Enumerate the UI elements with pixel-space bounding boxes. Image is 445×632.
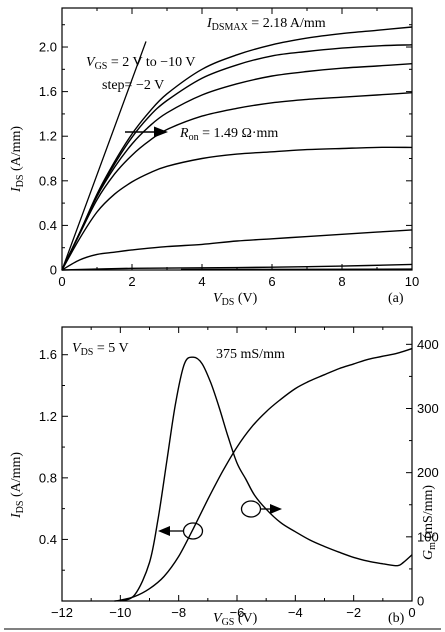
ids-transfer-curve <box>114 347 413 602</box>
y2-tick-label: 100 <box>417 529 439 544</box>
ron-annotation: Ron = 1.49 Ω·mm <box>179 126 278 143</box>
gm-curve <box>120 356 413 602</box>
y-tick-label: 1.2 <box>39 129 57 144</box>
panel-a-output-characteristics: 0 2 4 6 8 10 0 0.4 0.8 1.2 1.6 2.0 IDSMAX = 2.18 A… <box>9 7 419 308</box>
panel-b-y-axis-label: IDS (A/mm) <box>9 452 26 519</box>
y2-tick-label: 200 <box>417 465 439 480</box>
ron-arrow <box>125 126 168 138</box>
x-tick-label: 6 <box>268 274 275 289</box>
y-tick-label: 0.4 <box>39 218 57 233</box>
x-tick-label: 8 <box>338 274 345 289</box>
panel-b-curves <box>114 347 413 602</box>
ids-curve-vgs-neg4 <box>61 92 413 271</box>
y-tick-label: 1.6 <box>39 347 57 362</box>
ron-tangent-line <box>61 41 147 271</box>
panel-b-ticks <box>61 327 413 602</box>
y2-tick-label: 300 <box>417 401 439 416</box>
panel-b-y-tick-labels: 0.4 0.8 1.2 1.6 <box>39 347 57 547</box>
gm-curve-marker <box>240 500 282 518</box>
panel-b-y2-tick-labels: 0 100 200 300 400 <box>417 337 439 609</box>
y-tick-label: 0.8 <box>39 470 57 485</box>
panel-a-label: (a) <box>388 291 404 306</box>
panel-b-x-axis-label: VGS (V) <box>213 611 258 628</box>
y-tick-label: 0 <box>50 263 57 278</box>
x-tick-label: −8 <box>171 605 186 620</box>
ids-curve-vgs-neg8 <box>61 229 413 271</box>
ids-curve-vgs-neg2 <box>61 63 413 271</box>
panel-a-y-axis-label: IDS (A/mm) <box>9 126 26 193</box>
x-tick-label: −10 <box>109 605 131 620</box>
vgs-range-annotation: VGS = 2 V to −10 V <box>86 55 196 72</box>
x-tick-label: 0 <box>58 274 65 289</box>
y-tick-label: 1.6 <box>39 84 57 99</box>
panel-b-y2-axis-label: Gm (mS/mm) <box>421 485 438 560</box>
ids-curve-marker <box>158 522 204 540</box>
panel-a-x-axis-label: VDS (V) <box>213 291 258 308</box>
y-tick-label: 1.2 <box>39 409 57 424</box>
vgs-step-annotation: step= −2 V <box>102 78 164 93</box>
gm-peak-annotation: 375 mS/mm <box>216 347 285 362</box>
ids-curve-vgs-neg6 <box>61 146 413 271</box>
y2-tick-label: 0 <box>417 594 424 609</box>
y-tick-label: 0.4 <box>39 532 57 547</box>
x-tick-label: −4 <box>288 605 303 620</box>
panel-b-x-tick-labels: −12 −10 −8 −6 −4 −2 0 <box>51 605 416 620</box>
vds-annotation: VDS = 5 V <box>72 341 129 358</box>
y2-tick-label: 400 <box>417 337 439 352</box>
x-tick-label: 4 <box>198 274 205 289</box>
panel-a-ids-curves <box>61 26 413 271</box>
x-tick-label: 0 <box>408 605 415 620</box>
panel-b-label: (b) <box>388 611 405 626</box>
x-tick-label: −2 <box>346 605 361 620</box>
x-tick-label: −6 <box>230 605 245 620</box>
panel-b-transfer-characteristics: −12 −10 −8 −6 −4 −2 0 0.4 0.8 1.2 1.6 0 100 200 300 4… <box>9 326 439 628</box>
y-tick-label: 2.0 <box>39 40 57 55</box>
x-tick-label: 2 <box>128 274 135 289</box>
x-tick-label: −12 <box>51 605 73 620</box>
x-tick-label: 10 <box>405 274 419 289</box>
ids-curve-vgs-neg10 <box>61 263 413 271</box>
panel-a-y-tick-labels: 0 0.4 0.8 1.2 1.6 2.0 <box>39 40 57 278</box>
y-tick-label: 0.8 <box>39 173 57 188</box>
panel-a-x-tick-labels: 0 2 4 6 8 10 <box>58 274 419 289</box>
idsmax-annotation: IDSMAX = 2.18 A/mm <box>206 16 326 33</box>
